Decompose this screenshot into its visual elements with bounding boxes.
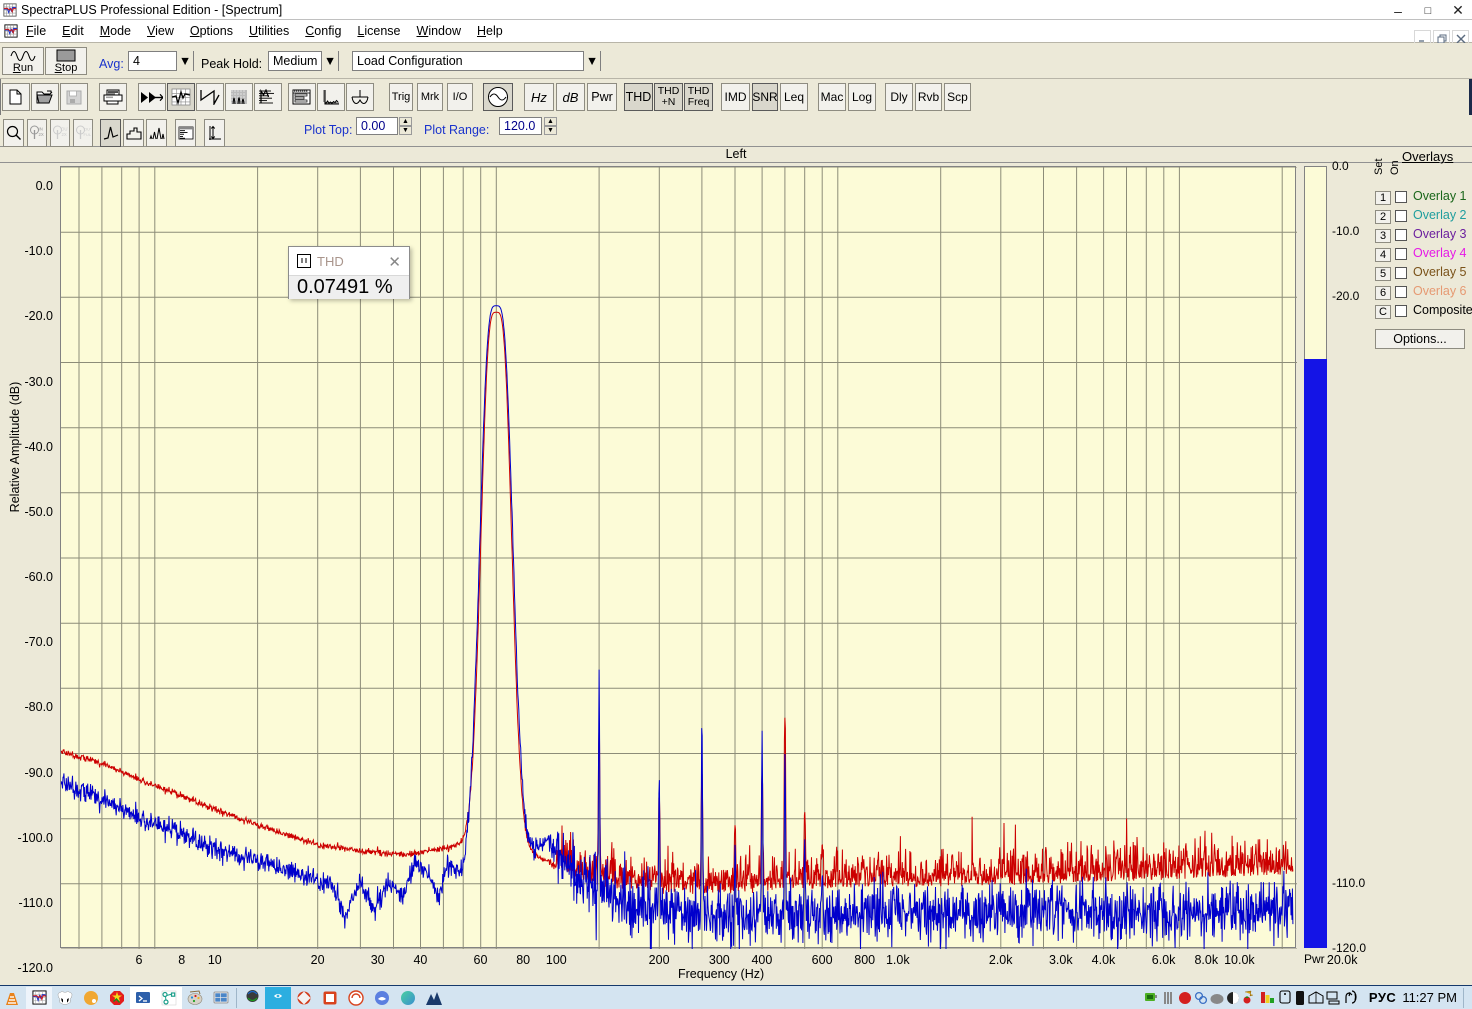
svg-text:OUT: OUT	[61, 127, 68, 132]
svg-text:IN: IN	[39, 127, 43, 132]
svg-text:2X: 2X	[62, 132, 67, 137]
svg-text:OUT: OUT	[84, 127, 91, 132]
svg-text:2X: 2X	[39, 132, 44, 137]
svg-text:FULL: FULL	[84, 132, 92, 137]
